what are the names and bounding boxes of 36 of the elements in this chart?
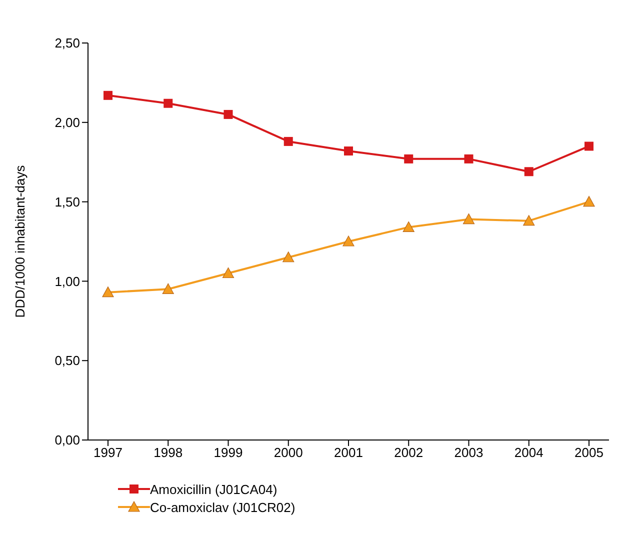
point: [284, 136, 293, 146]
y-tick-label: 2,50: [54, 36, 80, 51]
y-tick-label: 0,50: [54, 353, 80, 368]
point: [464, 154, 474, 164]
point: [282, 252, 294, 262]
x-tick-label: 2004: [514, 445, 544, 460]
point: [583, 196, 595, 207]
y-tick-label: 1,00: [54, 274, 80, 289]
point: [402, 221, 414, 232]
x-tick-label: 2000: [274, 445, 303, 460]
point: [584, 142, 594, 151]
x-tick-label: 2003: [454, 445, 484, 460]
legend-label: Amoxicillin (J01CA04): [150, 482, 278, 496]
x-tick-label: 2001: [334, 445, 363, 460]
y-tick-label: 1,50: [54, 194, 80, 210]
point: [462, 213, 475, 224]
x-tick-label: 1999: [214, 445, 243, 460]
point: [104, 90, 112, 100]
point: [524, 167, 534, 176]
y-tick-label: 0,00: [54, 432, 80, 448]
point: [162, 283, 174, 294]
point: [344, 146, 353, 156]
point: [404, 154, 414, 164]
point: [222, 267, 234, 278]
legend-label: Co-amoxiclav (J01CR02): [150, 500, 296, 514]
x-tick-label: 1998: [154, 445, 183, 460]
point: [342, 236, 354, 246]
point: [102, 286, 114, 298]
x-tick-label: 2005: [574, 445, 604, 460]
x-tick-label: 2002: [394, 445, 424, 460]
x-tick-label: 1997: [94, 445, 122, 460]
y-tick-label: 2,00: [54, 115, 80, 130]
point: [164, 98, 173, 108]
y-axis-title: DDD/1000 inhabitant-days: [12, 164, 28, 318]
point: [224, 110, 233, 119]
point: [523, 215, 535, 226]
